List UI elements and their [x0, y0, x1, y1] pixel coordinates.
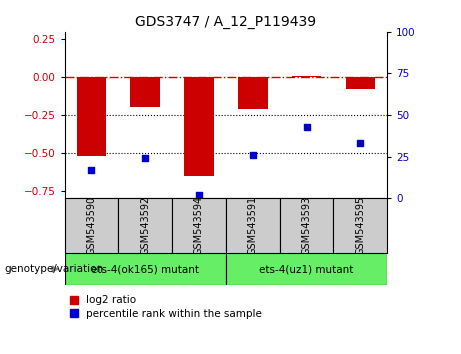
Bar [333, 198, 387, 253]
Bar [118, 198, 172, 253]
Point [195, 192, 203, 198]
Bar [346, 77, 375, 89]
Bar [65, 253, 226, 285]
Point [357, 141, 364, 146]
Text: GSM543595: GSM543595 [355, 196, 366, 255]
Text: ets-4(ok165) mutant: ets-4(ok165) mutant [91, 264, 199, 274]
Text: ets-4(uz1) mutant: ets-4(uz1) mutant [260, 264, 354, 274]
Text: genotype/variation: genotype/variation [5, 264, 104, 274]
Bar [77, 77, 106, 156]
Title: GDS3747 / A_12_P119439: GDS3747 / A_12_P119439 [136, 16, 316, 29]
Bar [238, 77, 267, 109]
Text: GSM543594: GSM543594 [194, 196, 204, 255]
Bar [226, 198, 280, 253]
Bar [280, 198, 333, 253]
Bar [292, 76, 321, 77]
Point [88, 167, 95, 173]
Bar [226, 253, 387, 285]
Bar [172, 198, 226, 253]
Text: GSM543590: GSM543590 [86, 196, 96, 255]
Text: GSM543593: GSM543593 [301, 196, 312, 255]
Bar [184, 77, 214, 176]
Point [303, 124, 310, 130]
Text: GSM543592: GSM543592 [140, 196, 150, 255]
Legend: log2 ratio, percentile rank within the sample: log2 ratio, percentile rank within the s… [70, 296, 262, 319]
Point [142, 155, 149, 161]
Point [249, 152, 256, 158]
Bar [65, 198, 118, 253]
Bar [130, 77, 160, 108]
Text: GSM543591: GSM543591 [248, 196, 258, 255]
